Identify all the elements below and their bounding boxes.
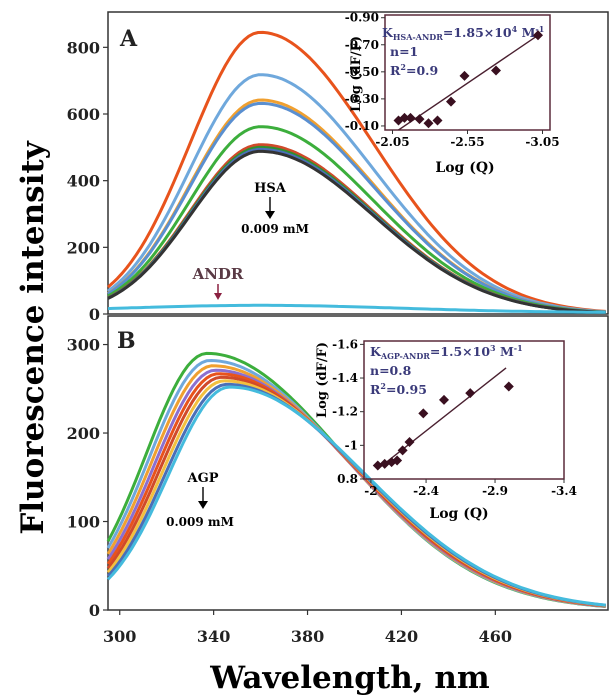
- panel-b-frame: [107, 315, 609, 611]
- inset-a: Log (dF/F) KHSA-ANDR=1.85×104 M-1 n=1 R2…: [345, 11, 560, 176]
- andr-series-line: [107, 303, 606, 314]
- panel-b: B 0 100 200 300 AGP 0.009 mM 300 340 380 420 46…: [67, 315, 609, 646]
- y-axis-label: Fluorescence intensity: [15, 140, 51, 534]
- inset-a-r2: R2=0.9: [390, 62, 438, 78]
- andr-label: ANDR: [192, 265, 244, 283]
- panel-a-y-tick-label: 0: [89, 305, 100, 324]
- panel-b-label: B: [117, 328, 136, 354]
- panel-a-y-tick-label: 800: [67, 38, 100, 57]
- agp-concentration: 0.009 mM: [166, 515, 234, 529]
- panel-a-series-line: [107, 73, 606, 314]
- panel-a-curves: [107, 30, 606, 314]
- x-axis-label: Wavelength, nm: [209, 660, 490, 695]
- inset-data-point: [503, 381, 514, 392]
- inset-x-tick-label: -2.05: [375, 135, 409, 149]
- inset-y-tick-label: -1.2: [332, 405, 358, 419]
- inset-a-title: KHSA-ANDR=1.85×104 M-1: [382, 24, 544, 42]
- panel-a-y-tick-label: 200: [67, 238, 100, 257]
- inset-data-point: [399, 112, 410, 123]
- panel-a-series-line: [107, 147, 606, 314]
- panel-a-label: A: [119, 26, 138, 52]
- panel-b-y-ticks: 0 100 200 300: [67, 336, 108, 620]
- inset-a-marks: [393, 30, 543, 131]
- inset-data-point: [397, 445, 408, 456]
- panel-b-series-line: [106, 385, 606, 607]
- inset-y-tick-label: -1.4: [332, 371, 358, 385]
- panel-a: A 0 200 400 600 800 HSA 0.009 mM ANDR Log (d…: [67, 11, 609, 324]
- panel-a-series-line: [107, 145, 606, 314]
- inset-a-y-label: Log (dF/F): [349, 36, 364, 112]
- inset-data-point: [418, 408, 429, 419]
- inset-data-point: [405, 112, 416, 123]
- inset-b-title: KAGP-ANDR=1.5×103 M-1: [370, 343, 523, 361]
- panel-b-y-tick-label: 200: [67, 424, 100, 443]
- inset-x-tick-label: -2.55: [450, 135, 484, 149]
- hsa-label: HSA: [254, 181, 287, 196]
- agp-arrow-icon: [198, 501, 208, 509]
- x-tick-label: 380: [291, 627, 324, 646]
- inset-data-point: [459, 70, 470, 81]
- inset-data-point: [392, 455, 403, 466]
- panel-a-series-line: [107, 125, 606, 314]
- inset-data-point: [372, 460, 383, 471]
- x-tick-label: 460: [479, 627, 512, 646]
- inset-fit-line: [377, 367, 507, 470]
- panel-a-y-tick-label: 400: [67, 172, 100, 191]
- panel-a-y-tick-label: 600: [67, 105, 100, 124]
- x-axis-ticks: 300 340 380 420 460: [103, 610, 512, 646]
- inset-a-n: n=1: [390, 44, 418, 59]
- inset-b-ticks: -2 -2.4 -2.9 -3.4 -1.6 -1.4 -1.2 -1 0.8: [332, 337, 577, 498]
- inset-y-tick-label: -0.10: [345, 119, 379, 133]
- agp-label: AGP: [187, 471, 219, 486]
- andr-arrow-icon: [214, 293, 222, 300]
- inset-fit-line: [398, 34, 539, 131]
- inset-data-point: [379, 458, 390, 469]
- inset-data-point: [491, 65, 501, 76]
- x-tick-label: 300: [103, 627, 136, 646]
- panel-a-y-ticks: 0 200 400 600 800: [67, 38, 108, 324]
- x-tick-label: 420: [385, 627, 418, 646]
- inset-data-point: [446, 96, 456, 107]
- inset-y-tick-label: -0.90: [345, 11, 379, 25]
- inset-y-tick-label: -0.50: [345, 65, 379, 79]
- inset-a-x-label: Log (Q): [435, 160, 494, 176]
- inset-x-tick-label: -2: [364, 484, 377, 498]
- inset-y-tick-label: -1: [345, 438, 358, 452]
- x-tick-label: 340: [197, 627, 230, 646]
- panel-a-frame: [107, 11, 609, 315]
- panel-b-y-tick-label: 0: [89, 601, 100, 620]
- panel-b-curves: [106, 351, 606, 608]
- inset-y-tick-label: -0.30: [345, 92, 379, 106]
- inset-b-y-label: Log (dF/F): [315, 342, 330, 418]
- inset-data-point: [465, 388, 476, 399]
- panel-b-y-tick-label: 300: [67, 336, 100, 355]
- panel-a-series-line: [107, 30, 606, 313]
- hsa-arrow-icon: [265, 211, 275, 219]
- inset-b-n: n=0.8: [370, 363, 412, 378]
- inset-b: Log (dF/F) KAGP-ANDR=1.5×103 M-1 n=0.8 R…: [315, 337, 577, 522]
- inset-b-r2: R2=0.95: [370, 381, 427, 397]
- inset-b-x-label: Log (Q): [429, 506, 488, 522]
- panel-a-series-line: [107, 149, 606, 314]
- panel-a-series-line: [107, 101, 606, 314]
- inset-data-point: [533, 30, 543, 41]
- inset-data-point: [432, 115, 443, 126]
- inset-data-point: [404, 436, 415, 447]
- inset-y-tick-label: 0.8: [337, 472, 358, 486]
- inset-data-point: [439, 394, 449, 405]
- inset-y-tick-label: -1.6: [332, 337, 358, 351]
- hsa-concentration: 0.009 mM: [241, 222, 309, 236]
- inset-x-tick-label: -2.9: [482, 484, 508, 498]
- inset-b-marks: [372, 367, 514, 471]
- inset-x-tick-label: -3.05: [525, 135, 559, 149]
- inset-x-tick-label: -3.4: [551, 484, 577, 498]
- panel-b-y-tick-label: 100: [67, 513, 100, 532]
- inset-data-point: [414, 114, 425, 125]
- inset-x-tick-label: -2.4: [413, 484, 439, 498]
- inset-y-tick-label: -0.70: [345, 38, 379, 52]
- inset-b-frame: [363, 340, 565, 480]
- inset-a-ticks: -2.05 -2.55 -3.05 -0.90 -0.70 -0.50 -0.30 -0.10: [345, 11, 560, 149]
- inset-data-point: [423, 118, 434, 129]
